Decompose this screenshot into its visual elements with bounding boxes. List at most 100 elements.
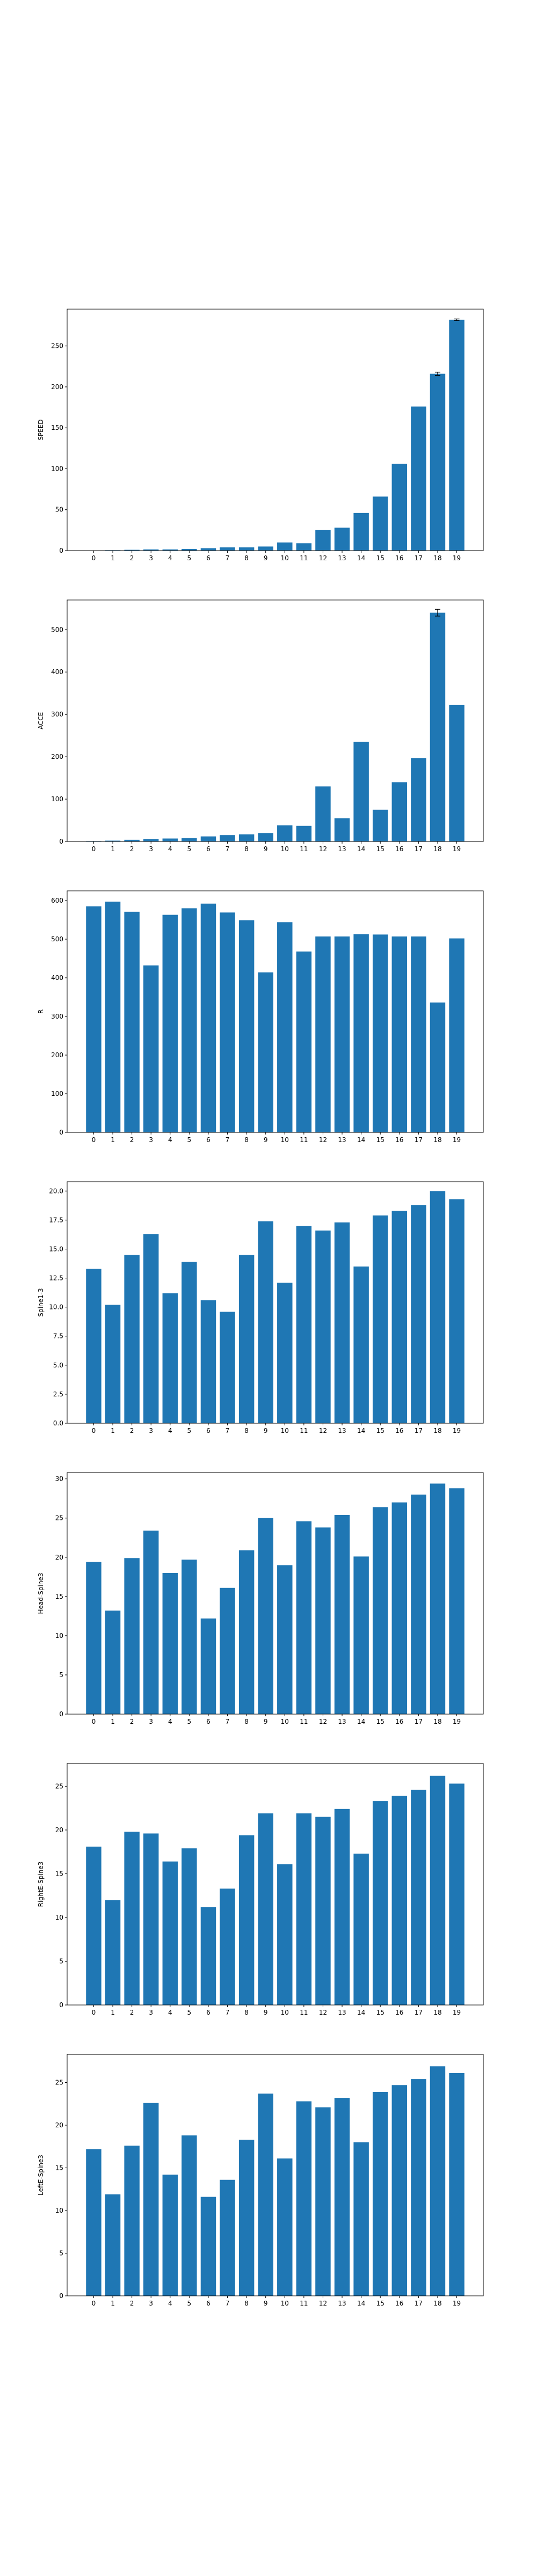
x-tick-label: 0 xyxy=(92,1136,96,1144)
bar-14 xyxy=(353,2142,369,2296)
x-tick-label: 2 xyxy=(130,2300,134,2307)
x-tick-label: 1 xyxy=(111,845,115,853)
bar-4 xyxy=(162,2175,178,2296)
x-tick-label: 1 xyxy=(111,554,115,562)
bar-5 xyxy=(182,2135,197,2296)
bar-16 xyxy=(391,1211,408,1423)
axes-frame xyxy=(67,309,484,551)
x-tick-label: 7 xyxy=(226,1718,230,1725)
bar-19 xyxy=(449,319,465,551)
bar-3 xyxy=(143,549,159,551)
bar-9 xyxy=(258,1813,273,2005)
y-tick-label: 17.5 xyxy=(49,1216,63,1224)
bar-18 xyxy=(430,374,446,551)
bar-11 xyxy=(296,825,312,841)
bar-9 xyxy=(258,546,273,551)
x-tick-label: 5 xyxy=(187,845,192,853)
x-tick-label: 16 xyxy=(395,2300,403,2307)
chart-4: 0 1 2 3 4 5 6 7 8 9 10 11 12 13 14 15 16 17 18 190.02.55.07… xyxy=(37,1181,484,1435)
x-tick-label: 4 xyxy=(168,845,172,853)
x-tick-label: 2 xyxy=(130,554,134,562)
x-tick-label: 3 xyxy=(149,2300,153,2307)
y-tick-label: 50 xyxy=(55,506,63,514)
bar-6 xyxy=(200,548,216,551)
y-tick-label: 15 xyxy=(55,1593,63,1600)
x-tick-label: 5 xyxy=(187,1718,192,1725)
bar-9 xyxy=(258,1518,273,1714)
bar-7 xyxy=(220,1889,235,2005)
x-tick-label: 0 xyxy=(92,1718,96,1725)
bar-5 xyxy=(182,1848,197,2005)
y-tick-label: 600 xyxy=(51,897,63,904)
y-tick-label: 20.0 xyxy=(49,1187,63,1195)
x-tick-label: 10 xyxy=(281,554,289,562)
x-tick-label: 3 xyxy=(149,554,153,562)
y-tick-label: 250 xyxy=(51,342,63,350)
bar-17 xyxy=(411,2079,426,2296)
bar-3 xyxy=(143,839,159,841)
x-tick-label: 16 xyxy=(395,1136,403,1144)
y-axis-label: LeftE-Spine3 xyxy=(37,2155,45,2196)
bar-19 xyxy=(449,1783,465,2005)
x-tick-label: 12 xyxy=(319,845,327,853)
bar-1 xyxy=(105,1305,121,1423)
bar-0 xyxy=(86,2149,101,2296)
bar-5 xyxy=(182,838,197,841)
bar-13 xyxy=(334,1809,350,2005)
x-tick-label: 8 xyxy=(244,2300,249,2307)
bar-0 xyxy=(86,1562,101,1714)
x-tick-label: 3 xyxy=(149,1136,153,1144)
y-tick-label: 25 xyxy=(55,1782,63,1790)
axes-frame xyxy=(67,1181,484,1424)
bar-2 xyxy=(124,2146,140,2296)
bar-6 xyxy=(200,836,216,841)
bar-16 xyxy=(391,1502,408,1714)
bar-2 xyxy=(124,1255,140,1423)
x-tick-label: 19 xyxy=(453,554,461,562)
bar-14 xyxy=(353,1853,369,2005)
bar-19 xyxy=(449,938,465,1132)
bar-7 xyxy=(220,547,235,551)
bar-18 xyxy=(430,2066,446,2296)
x-tick-label: 14 xyxy=(357,2300,365,2307)
x-tick-label: 6 xyxy=(206,554,211,562)
y-tick-label: 150 xyxy=(51,424,63,431)
x-tick-label: 3 xyxy=(149,845,153,853)
y-tick-label: 300 xyxy=(51,1013,63,1020)
x-tick-label: 18 xyxy=(433,1136,441,1144)
bar-7 xyxy=(220,2179,235,2296)
x-tick-label: 4 xyxy=(168,1136,172,1144)
x-tick-label: 2 xyxy=(130,2009,134,2016)
x-tick-label: 7 xyxy=(226,1136,230,1144)
x-tick-label: 13 xyxy=(338,845,346,853)
bar-16 xyxy=(391,782,408,841)
bar-11 xyxy=(296,1521,312,1714)
x-tick-label: 11 xyxy=(300,1427,308,1435)
x-tick-label: 7 xyxy=(226,2300,230,2307)
x-tick-label: 8 xyxy=(244,2009,249,2016)
x-tick-label: 12 xyxy=(319,2300,327,2307)
x-tick-label: 17 xyxy=(415,1427,423,1435)
x-tick-label: 13 xyxy=(338,1718,346,1725)
bar-15 xyxy=(372,1507,388,1714)
bar-7 xyxy=(220,1312,235,1423)
x-tick-label: 10 xyxy=(281,2300,289,2307)
bar-12 xyxy=(315,936,331,1132)
x-tick-label: 4 xyxy=(168,1718,172,1725)
x-tick-label: 19 xyxy=(453,845,461,853)
y-tick-label: 100 xyxy=(51,795,63,803)
y-tick-label: 200 xyxy=(51,753,63,760)
x-tick-label: 12 xyxy=(319,1427,327,1435)
x-tick-label: 14 xyxy=(357,1136,365,1144)
bar-15 xyxy=(372,496,388,551)
x-tick-label: 2 xyxy=(130,1136,134,1144)
y-tick-label: 5.0 xyxy=(53,1362,63,1369)
y-tick-label: 20 xyxy=(55,1554,63,1561)
x-tick-label: 2 xyxy=(130,1427,134,1435)
x-tick-label: 9 xyxy=(264,1136,268,1144)
x-tick-label: 1 xyxy=(111,2300,115,2307)
x-tick-label: 1 xyxy=(111,2009,115,2016)
x-tick-label: 17 xyxy=(415,2009,423,2016)
x-tick-label: 15 xyxy=(376,2300,384,2307)
